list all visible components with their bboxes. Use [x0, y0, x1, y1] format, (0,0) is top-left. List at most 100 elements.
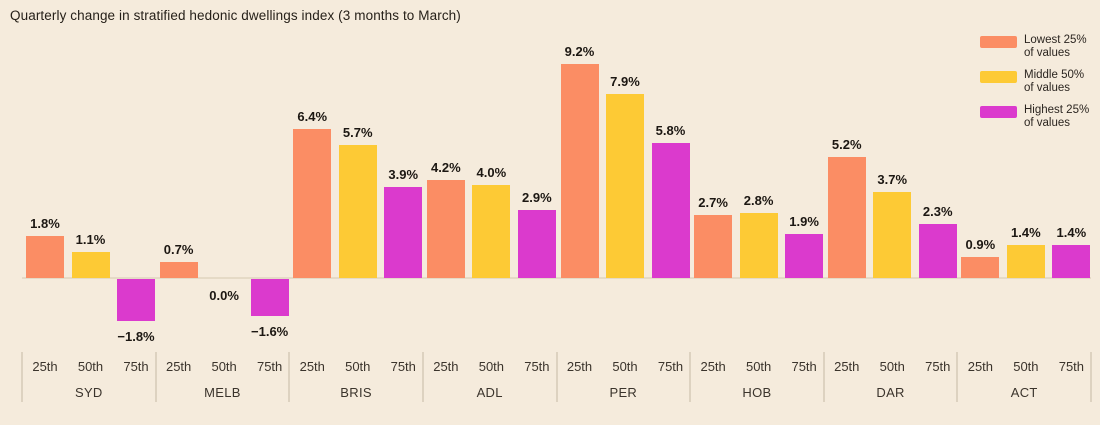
- bar-value-label: 0.7%: [163, 241, 194, 257]
- bar-value-label: 2.9%: [522, 190, 552, 206]
- group-separator: [288, 352, 291, 402]
- axis-tick-50th: 50th: [345, 359, 371, 374]
- bar-bris-75th: [384, 187, 423, 278]
- bar-melb-75th: [250, 279, 289, 317]
- bar-act-75th: [1052, 245, 1091, 278]
- axis-tick-25th: 25th: [967, 359, 994, 374]
- bar-hob-25th: [694, 215, 733, 278]
- axis-tick-75th: 75th: [524, 359, 550, 374]
- group-separator: [421, 352, 424, 402]
- bar-value-label: −1.6%: [251, 324, 289, 340]
- axis-tick-50th: 50th: [612, 359, 638, 374]
- bar-dar-25th: [827, 156, 866, 278]
- bar-value-label: 3.9%: [388, 167, 419, 183]
- axis-city-act: ACT: [1010, 385, 1038, 400]
- bar-per-75th: [651, 142, 690, 278]
- legend-label-line1: Highest 25%: [1024, 104, 1090, 116]
- axis-tick-25th: 25th: [834, 359, 860, 374]
- bar-value-label: 5.8%: [655, 122, 686, 138]
- axis-city-per: PER: [609, 385, 638, 400]
- bar-syd-50th: [71, 252, 110, 278]
- legend-label-line2: of values: [1024, 47, 1071, 59]
- bar-act-25th: [961, 257, 1000, 278]
- bar-syd-25th: [26, 236, 64, 278]
- axis-tick-75th: 75th: [123, 359, 149, 374]
- bar-syd-75th: [117, 279, 155, 321]
- axis-tick-25th: 25th: [299, 359, 325, 374]
- legend-label-lowest: Lowest 25% of values: [1024, 34, 1087, 60]
- bar-act-50th: [1006, 245, 1045, 278]
- axis-city-bris: BRIS: [340, 385, 372, 400]
- bar-value-label: 4.2%: [431, 160, 461, 176]
- group-separator: [21, 352, 23, 402]
- axis-tick-75th: 75th: [925, 359, 951, 374]
- bar-value-label: 1.4%: [1056, 225, 1087, 241]
- zero-baseline: [22, 277, 1091, 279]
- bar-value-label: 3.7%: [877, 171, 908, 187]
- bar-per-50th: [606, 93, 644, 278]
- axis-tick-75th: 75th: [791, 359, 817, 374]
- group-separator: [956, 352, 959, 402]
- bar-adl-75th: [517, 210, 556, 278]
- bar-bris-50th: [338, 145, 377, 278]
- group-separator: [1090, 352, 1092, 402]
- axis-tick-25th: 25th: [433, 359, 459, 374]
- axis-tick-25th: 25th: [32, 359, 58, 374]
- axis-tick-50th: 50th: [478, 359, 505, 374]
- bar-value-label: 7.9%: [610, 73, 640, 89]
- bar-value-label: 5.2%: [831, 136, 862, 152]
- axis-tick-75th: 75th: [657, 359, 684, 374]
- axis-city-melb: MELB: [204, 385, 241, 400]
- group-separator: [555, 352, 558, 402]
- axis-city-adl: ADL: [476, 385, 503, 400]
- legend-item-highest: Highest 25% of values: [980, 104, 1089, 130]
- chart-title: Quarterly change in stratified hedonic d…: [10, 8, 461, 23]
- axis-city-dar: DAR: [876, 385, 905, 400]
- bar-value-label: 9.2%: [564, 43, 595, 59]
- bar-value-label: 0.0%: [209, 288, 239, 303]
- axis-tick-50th: 50th: [879, 359, 905, 374]
- legend-label-highest: Highest 25% of values: [1024, 104, 1089, 130]
- bar-hob-50th: [739, 212, 778, 278]
- axis-tick-75th: 75th: [1058, 359, 1085, 374]
- axis-city-syd: SYD: [74, 385, 103, 400]
- axis-tick-25th: 25th: [700, 359, 726, 374]
- bar-value-label: 6.4%: [297, 108, 328, 124]
- group-separator: [154, 352, 157, 402]
- axis-tick-50th: 50th: [77, 359, 104, 374]
- bar-value-label: 1.1%: [75, 232, 106, 248]
- bar-value-label: 1.4%: [1011, 225, 1041, 241]
- bar-bris-25th: [293, 128, 332, 278]
- bar-value-label: 5.7%: [342, 125, 373, 141]
- legend-swatch-highest-icon: [980, 106, 1017, 118]
- bar-dar-50th: [873, 191, 912, 278]
- axis-city-hob: HOB: [742, 385, 772, 400]
- bar-value-label: 0.9%: [965, 237, 996, 253]
- bar-hob-75th: [785, 233, 824, 278]
- bar-dar-75th: [918, 224, 957, 278]
- legend: Lowest 25% of values Middle 50% of value…: [980, 34, 1089, 139]
- axis-tick-50th: 50th: [211, 359, 237, 374]
- axis-tick-25th: 25th: [165, 359, 192, 374]
- bar-value-label: 4.0%: [476, 164, 507, 180]
- legend-swatch-lowest-icon: [980, 36, 1017, 48]
- group-separator: [822, 352, 825, 402]
- legend-label-line1: Middle 50%: [1024, 69, 1085, 81]
- legend-label-line1: Lowest 25%: [1024, 34, 1087, 46]
- legend-item-lowest: Lowest 25% of values: [980, 34, 1089, 60]
- axis-tick-75th: 75th: [390, 359, 416, 374]
- legend-label-line2: of values: [1024, 117, 1071, 129]
- legend-item-middle: Middle 50% of values: [980, 69, 1089, 95]
- bar-per-25th: [560, 63, 599, 278]
- bar-adl-50th: [472, 184, 511, 278]
- legend-swatch-middle-icon: [980, 71, 1017, 83]
- bar-value-label: −1.8%: [117, 328, 155, 344]
- bar-value-label: 2.3%: [922, 204, 953, 220]
- axis-tick-25th: 25th: [566, 359, 593, 374]
- bar-adl-25th: [426, 180, 465, 278]
- bar-melb-25th: [159, 261, 198, 278]
- group-separator: [689, 352, 692, 402]
- legend-label-line2: of values: [1024, 82, 1071, 94]
